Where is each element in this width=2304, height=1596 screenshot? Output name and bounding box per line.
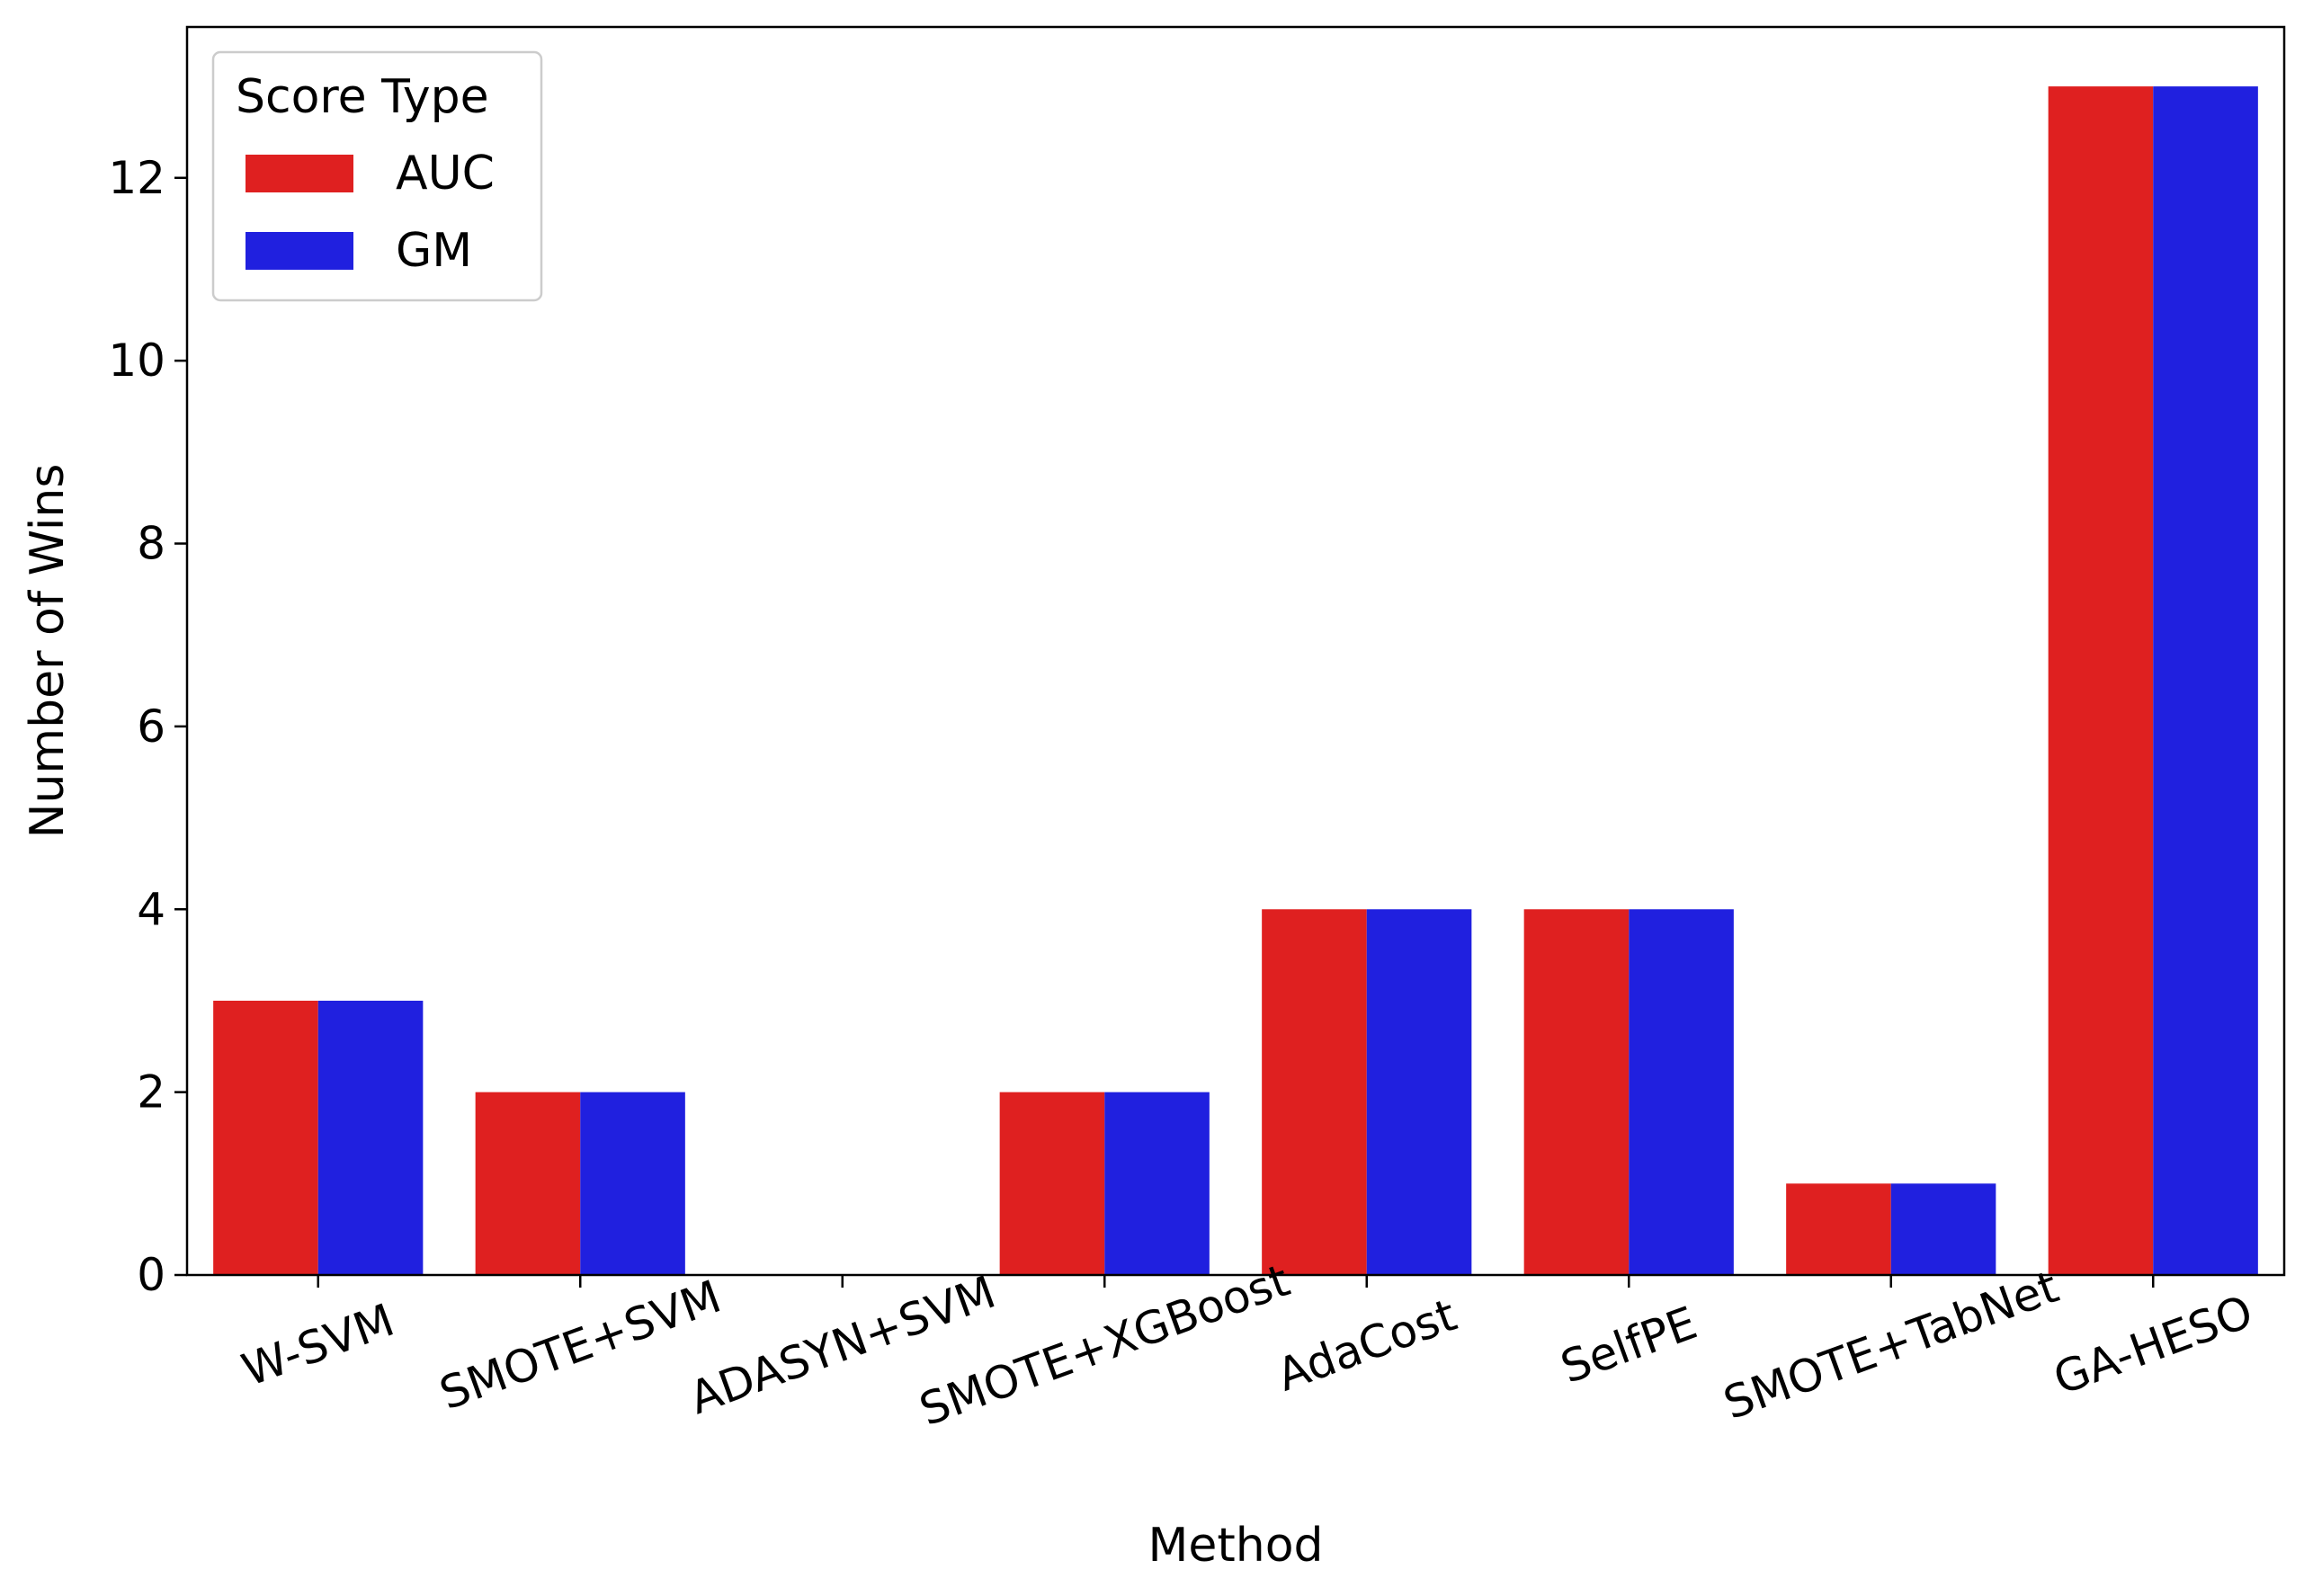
bar-auc-5: [1523, 909, 1630, 1275]
x-tick-label-7: GA-HESO: [2047, 1285, 2259, 1404]
y-tick-label-4: 8: [137, 518, 165, 570]
bar-gm-5: [1629, 909, 1734, 1275]
x-axis-title: Method: [1148, 1519, 1323, 1573]
bar-gm-0: [317, 1000, 424, 1275]
legend-label-gm: GM: [396, 224, 472, 278]
bars-layer: [213, 86, 2258, 1276]
bar-auc-4: [1262, 909, 1367, 1275]
legend-title: Score Type: [236, 70, 489, 124]
y-tick-label-1: 2: [137, 1066, 165, 1119]
y-tick-label-2: 4: [137, 883, 165, 935]
legend: Score Type AUC GM: [211, 50, 543, 302]
y-tick-label-0: 0: [137, 1249, 165, 1301]
x-axis: W-SVM SMOTE+SVMADASYN+SVMSMOTE+XGBoostAda…: [236, 1254, 2260, 1436]
bar-gm-7: [2153, 86, 2258, 1276]
y-tick-label-6: 12: [108, 152, 165, 204]
bar-gm-1: [580, 1092, 685, 1275]
bar-auc-3: [999, 1092, 1105, 1275]
plot-frame: [185, 25, 2286, 1277]
legend-label-auc: AUC: [396, 147, 495, 201]
legend-items: AUC GM: [246, 147, 495, 278]
legend-swatch-auc: [246, 155, 353, 192]
x-tick-label-1: SMOTE+SVM: [433, 1271, 728, 1420]
bar-auc-6: [1786, 1183, 1891, 1275]
x-tick-label-0: W-SVM: [236, 1294, 401, 1396]
bar-gm-6: [1890, 1183, 1996, 1275]
y-tick-label-3: 6: [137, 700, 165, 753]
y-axis: 0 2 4 6 8 10 12: [108, 152, 187, 1301]
y-axis-title: Number of Wins: [21, 464, 75, 839]
legend-swatch-gm: [246, 232, 353, 270]
bar-auc-0: [213, 1000, 318, 1275]
bar-auc-7: [2048, 86, 2154, 1276]
bar-gm-3: [1104, 1092, 1210, 1275]
bar-gm-4: [1366, 909, 1472, 1275]
x-tick-label-5: SelfPE: [1554, 1297, 1703, 1394]
y-tick-label-5: 10: [108, 334, 165, 387]
x-tick-label-4: AdaCost: [1271, 1288, 1463, 1401]
bar-auc-1: [475, 1092, 581, 1275]
